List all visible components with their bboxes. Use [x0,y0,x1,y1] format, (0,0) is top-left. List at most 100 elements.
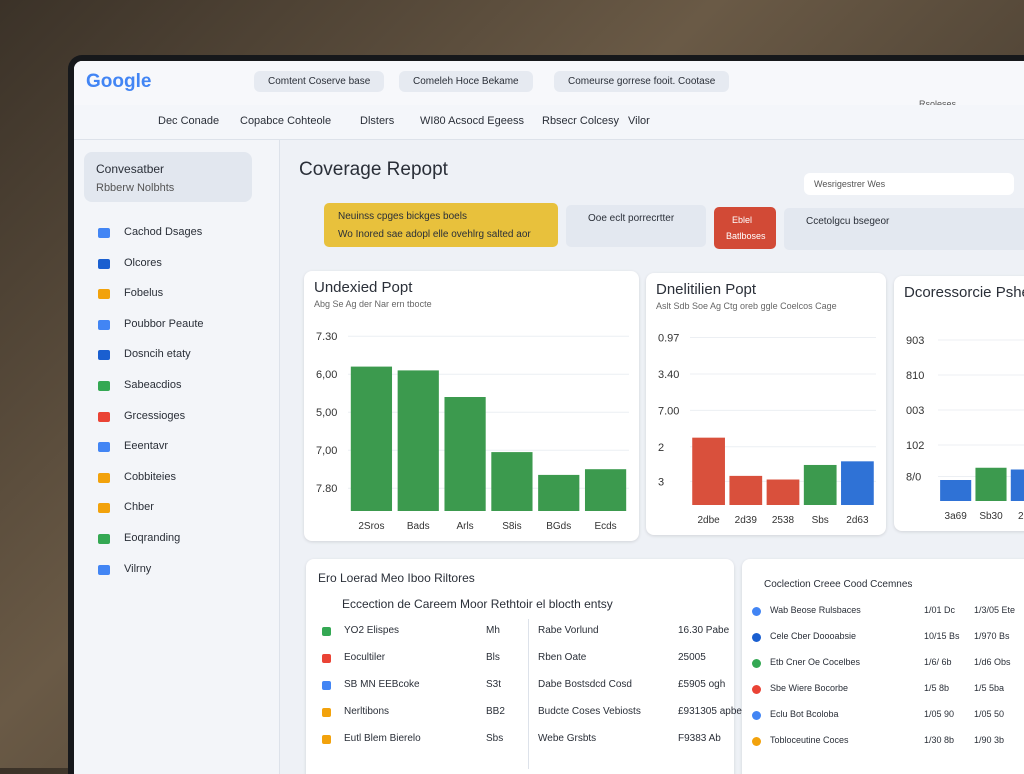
x-tick-label: 2Sros [358,521,384,532]
sidebar-icon [98,472,110,483]
sidebar-item[interactable]: Chber [124,501,154,514]
sidebar-item[interactable]: Grcessioges [124,409,186,422]
info-alert: Ooe eclt porrecrtter [566,205,706,247]
table-cell: BB2 [486,706,505,717]
y-tick-label: 3 [658,476,664,488]
nav-item[interactable]: Vilor [628,115,650,127]
info2-title: Ccetolgcu bsegeor [806,216,890,227]
table-cell: Budcte Coses Vebiosts [538,706,641,717]
table-cell: Rben Oate [538,652,587,663]
sidebar-item[interactable]: Olcores [124,256,162,269]
table-cell: Bls [486,652,500,663]
table-cell: Sbs [486,733,504,744]
table-cell: 16.30 Pabe [678,625,730,636]
sidebar-item[interactable]: Cachod Dsages [124,226,203,238]
bar [766,479,800,505]
chart-card: Dnelitilien Popt Aslt Sdb Soe Ag Ctg oreb… [646,273,886,535]
table-cell: Tobloceutine Coces [770,735,849,745]
nav-item[interactable]: WI80 Acsocd Egeess [420,115,524,127]
table-cell: 1/6/ 6b [924,657,952,667]
sidebar-card[interactable]: Convesatber Rbberw Nolbhts [84,152,252,202]
x-tick-label: 2dbe [697,515,720,526]
nav-item[interactable]: Rbsecr Colcesy [542,115,620,127]
table-cell: Sbe Wiere Bocorbe [770,683,849,693]
x-tick-label: Bads [407,521,430,532]
chart-title: Dnelitilien Popt [656,281,757,298]
row-icon [752,711,761,720]
table-cell: Wab Beose Rulsbaces [770,605,861,615]
table-cell: SB MN EEBcoke [344,679,420,690]
x-tick-label: 2d63 [846,515,869,526]
row-icon [322,681,331,690]
screen: Google Rsoleses Dec Conade Copabce Cohteo… [68,55,1024,774]
tab[interactable]: Comeleh Hoce Bekame [399,71,533,92]
row-icon [752,607,761,616]
y-tick-label: 003 [906,405,924,417]
y-tick-label: 810 [906,370,924,382]
warning-text: Wo Inored sae adopl elle ovehlrg salted … [338,229,531,240]
x-tick-label: BGds [546,521,571,532]
tab[interactable]: Comeurse gorrese fooit. Cootase [554,71,730,92]
sidebar-item[interactable]: Sabeacdios [124,379,182,391]
chart: 0.97 3.40 7.00 2 3 2dbe 2d39 2538 Sbs 2d63 [658,333,876,526]
chart-card: Undexied Popt Abg Se Ag der Nar ern tboct… [304,271,639,541]
sidebar-icon [98,564,110,575]
table-cell: 1/30 8b [924,735,955,745]
sidebar-item[interactable]: Dosncih etaty [124,348,191,361]
sidebar-icon [98,411,110,422]
table-cell: Cele Cber Doooabsie [770,631,857,641]
card-title: Convesatber [96,162,165,176]
logo: Google [86,71,152,92]
bar [940,480,972,501]
chart-card: Dcoressorcie Pshe 903 810 003 102 8/0 3a69 Sb30… [894,276,1024,531]
row-icon [322,627,331,636]
sidebar-item[interactable]: Vilrny [124,562,152,575]
bar [538,474,580,511]
y-tick-label: 7,00 [316,445,337,457]
sidebar-item[interactable]: Poubbor Peaute [124,317,204,330]
sidebar-item[interactable]: Cobbiteies [124,470,176,483]
table-cell: 1/05 50 [974,709,1005,719]
x-tick-label: Sbs [812,515,829,526]
nav-bar: Dec Conade Copabce Cohteole Dlsters WI80 Ac… [74,105,1024,140]
warning-alert: Neuinss cpges bickges boels Wo Inored sa… [324,203,558,247]
table-cell: S3t [486,679,502,690]
table-cell: Mh [486,625,500,636]
row-icon [322,654,331,663]
nav-item[interactable]: Dlsters [360,115,395,127]
nav-item[interactable]: Copabce Cohteole [240,115,332,127]
nav-item[interactable]: Dec Conade [158,115,220,127]
table-cell: 1/3/05 Ete [974,605,1016,615]
table-cell: Eutl Blem Bierelo [344,733,421,744]
y-tick-label: 903 [906,335,924,347]
table-cell: 1/5 8b [924,683,950,693]
table-cell: £5905 ogh [678,679,726,690]
bar [444,397,486,511]
table-cell: 1/5 5ba [974,683,1005,693]
y-tick-label: 0.97 [658,333,679,345]
table-cell: 1/90 3b [974,735,1005,745]
table-cell: Eocultiler [344,652,386,663]
x-tick-label: Ecds [594,521,616,532]
x-tick-label: 2538 [772,515,795,526]
side-table-card: Coclection Creee Cood Ccemnes Wab Beose … [742,559,1024,774]
sidebar: Convesatber Rbberw Nolbhts Cachod Dsages… [74,140,280,774]
sidebar-icon [98,534,110,544]
bar [1010,469,1024,501]
sidebar-item[interactable]: Eeentavr [124,440,169,453]
info-title: Ooe eclt porrecrtter [588,213,675,224]
table-cell: Rabe Vorlund [538,625,599,636]
x-tick-label: 3a69 [945,511,968,522]
sidebar-item[interactable]: Eoqranding [124,532,181,544]
table-cell: 1/05 90 [924,709,955,719]
bar [803,464,837,505]
sidebar-item[interactable]: Fobelus [124,287,164,300]
tab[interactable]: Comtent Coserve base [254,71,385,92]
page-title: Coverage Repopt [299,159,448,180]
row-icon [752,737,761,746]
chart-subtitle: Aslt Sdb Soe Ag Ctg oreb ggle Coelcos Ca… [656,301,837,311]
filter[interactable]: Wesrigestrer Wes [804,173,1014,195]
chart-title: Undexied Popt [314,279,413,296]
account[interactable]: Rsoleses [919,99,957,109]
